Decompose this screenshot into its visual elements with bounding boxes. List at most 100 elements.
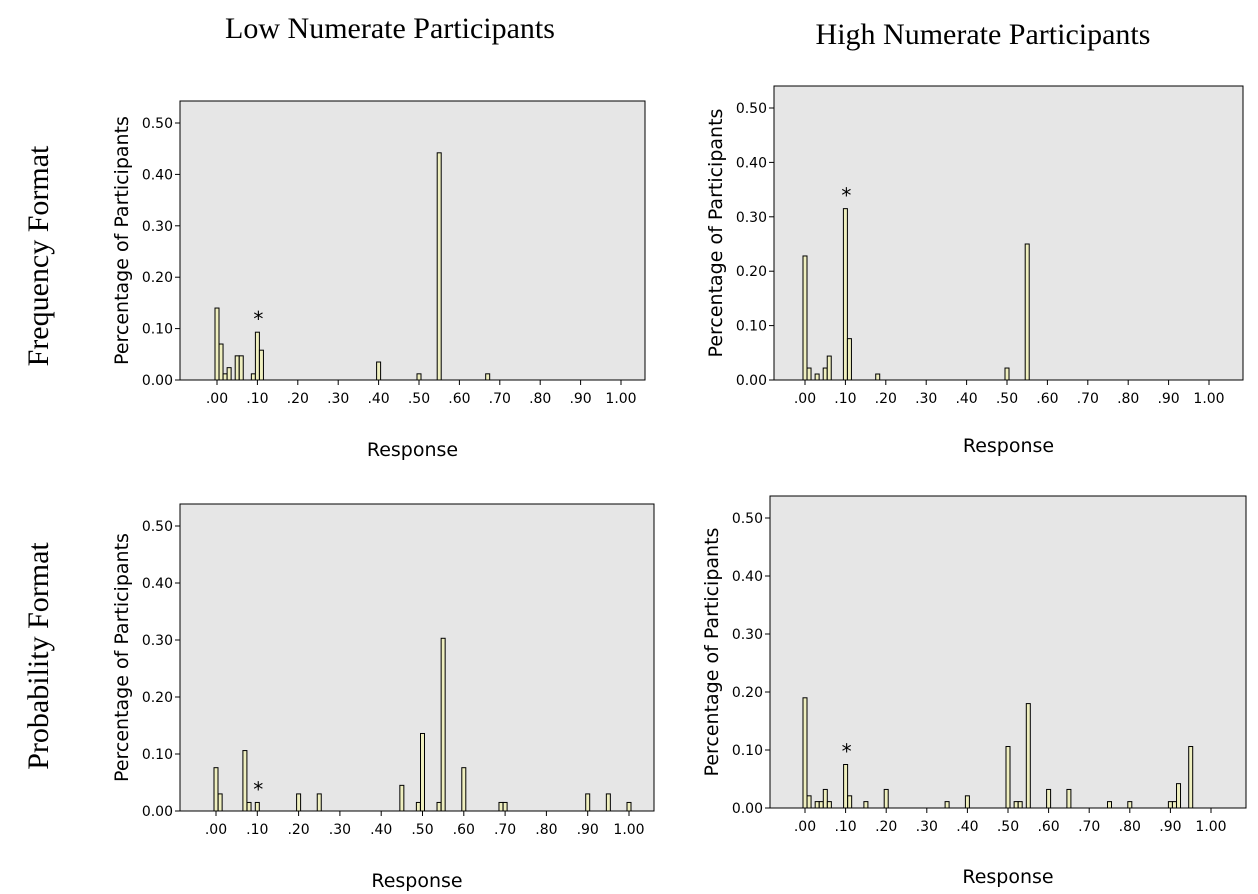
column-title-low: Low Numerate Participants — [225, 12, 555, 45]
bar — [1176, 783, 1182, 809]
y-tick-label: 0.00 — [732, 801, 763, 817]
x-tick-label: .10 — [246, 822, 268, 838]
bar — [1167, 801, 1173, 809]
x-tick-label: .20 — [287, 391, 309, 407]
x-tick-label: 1.00 — [1193, 391, 1224, 407]
x-tick-label: .60 — [1036, 391, 1058, 407]
y-tick-label: 0.50 — [732, 511, 763, 527]
x-tick-label: .80 — [1117, 391, 1139, 407]
bar — [234, 355, 240, 381]
x-tick-label: .40 — [367, 391, 389, 407]
x-tick-label: .90 — [1157, 391, 1179, 407]
x-tick-label: .00 — [794, 391, 816, 407]
column-title-high: High Numerate Participants — [816, 18, 1151, 51]
bar — [415, 801, 421, 812]
x-axis-label: Response — [963, 435, 1054, 457]
x-tick-label: .70 — [1078, 819, 1100, 835]
x-tick-label: .60 — [448, 391, 470, 407]
bar — [436, 152, 442, 381]
x-tick-label: .20 — [287, 822, 309, 838]
bar — [822, 367, 828, 381]
x-tick-label: .70 — [489, 391, 511, 407]
bar — [843, 764, 849, 809]
bar — [964, 795, 970, 809]
x-tick-label: .00 — [205, 822, 227, 838]
y-tick-label: 0.00 — [142, 804, 173, 820]
x-tick-label: .30 — [915, 391, 937, 407]
x-tick-label: .10 — [834, 819, 856, 835]
bar — [222, 373, 228, 381]
y-axis-label: Percentage of Participants — [111, 533, 133, 782]
x-axis-label: Response — [962, 866, 1053, 888]
bar — [1013, 801, 1019, 809]
asterisk-annotation: * — [253, 777, 263, 801]
x-tick-label: 1.00 — [613, 822, 644, 838]
chart-panel: 0.00 0.10 0.20 0.30 0.40 0.50 .00 .10 .20 .30 .40.… — [701, 495, 1247, 888]
x-tick-label: .30 — [329, 822, 351, 838]
y-tick-label: 0.00 — [142, 373, 173, 389]
bar — [436, 801, 442, 812]
x-tick-label: .10 — [834, 391, 856, 407]
bar — [1171, 801, 1177, 809]
bar — [376, 361, 382, 381]
y-tick-label: 0.50 — [142, 519, 173, 535]
bar — [822, 788, 828, 809]
x-tick-label: .30 — [916, 819, 938, 835]
y-axis-label: Percentage of Participants — [701, 528, 723, 777]
bar — [802, 255, 808, 381]
bar — [217, 793, 223, 812]
y-tick-label: 0.30 — [736, 210, 767, 226]
bar — [226, 367, 232, 381]
x-tick-label: .80 — [529, 391, 551, 407]
bar — [806, 367, 812, 381]
bar — [1046, 788, 1052, 809]
x-tick-label: .20 — [875, 391, 897, 407]
y-tick-label: 0.20 — [736, 264, 767, 280]
bar — [818, 801, 824, 809]
bar — [802, 697, 808, 809]
x-tick-label: .50 — [996, 391, 1018, 407]
bar — [1005, 746, 1011, 809]
bar — [826, 801, 832, 809]
y-tick-label: 0.50 — [142, 116, 173, 132]
bar — [1107, 801, 1112, 809]
x-tick-label: .90 — [1159, 819, 1181, 835]
bar — [1024, 243, 1030, 381]
bar — [1188, 746, 1194, 809]
row-title-frequency: Frequency Format — [22, 145, 55, 366]
bar — [626, 801, 632, 812]
bar — [944, 801, 950, 809]
y-tick-label: 0.10 — [142, 322, 173, 338]
bar — [842, 208, 848, 381]
y-tick-label: 0.30 — [732, 627, 763, 643]
bar — [1017, 801, 1023, 809]
bar — [440, 637, 446, 812]
x-tick-label: .30 — [327, 391, 349, 407]
x-axis-label: Response — [367, 439, 458, 461]
y-tick-label: 0.20 — [142, 270, 173, 286]
bar — [806, 795, 812, 809]
bar — [498, 801, 504, 812]
y-tick-label: 0.30 — [142, 219, 173, 235]
y-tick-label: 0.30 — [142, 633, 173, 649]
y-tick-label: 0.40 — [142, 576, 173, 592]
bar — [826, 355, 832, 381]
x-axis-label: Response — [371, 870, 462, 892]
bar — [1025, 703, 1031, 809]
bar — [420, 732, 425, 812]
bar — [246, 801, 252, 812]
bar — [846, 338, 852, 381]
bar — [814, 373, 820, 381]
x-tick-label: .70 — [494, 822, 516, 838]
y-tick-label: 0.50 — [736, 101, 767, 117]
x-tick-label: .00 — [794, 819, 816, 835]
x-tick-label: .80 — [535, 822, 557, 838]
asterisk-annotation: * — [253, 307, 263, 331]
x-tick-label: .00 — [206, 391, 228, 407]
bar — [605, 793, 611, 812]
bar — [485, 373, 491, 381]
bar — [254, 331, 260, 381]
bar — [242, 750, 248, 812]
y-tick-label: 0.10 — [142, 747, 173, 763]
